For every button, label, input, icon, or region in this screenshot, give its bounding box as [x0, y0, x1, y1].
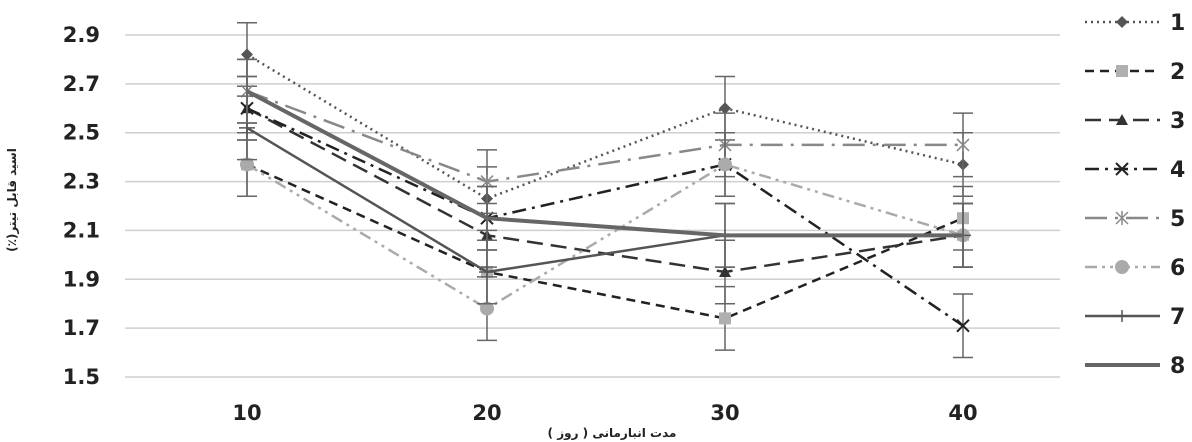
x-axis-title: مدت انبارمانی ( روز ) — [548, 426, 677, 441]
x-tick-label: 40 — [948, 401, 977, 425]
marker-x — [1115, 162, 1129, 176]
series-8 — [237, 58, 973, 268]
y-tick-label: 1.5 — [63, 365, 100, 389]
series-line — [246, 90, 963, 183]
marker-diamond — [719, 102, 731, 115]
legend-item: 4 — [1085, 158, 1185, 183]
series-line — [246, 89, 963, 238]
gridlines — [125, 34, 1060, 378]
marker-circle — [1115, 260, 1129, 274]
y-axis-tick-labels: 2.9 2.7 2.5 2.3 2.1 1.9 1.7 1.5 — [63, 23, 100, 389]
series-1 — [237, 22, 973, 232]
legend-label: 2 — [1170, 60, 1185, 85]
series-line — [246, 163, 964, 320]
series-lines — [237, 22, 973, 359]
x-tick-label: 30 — [710, 401, 739, 425]
marker-square — [719, 312, 731, 325]
legend-item: 7 — [1085, 305, 1185, 330]
marker-plus — [479, 265, 495, 278]
marker-star — [956, 137, 970, 152]
y-tick-label: 1.7 — [63, 316, 100, 340]
marker-plus — [239, 121, 255, 134]
marker-x — [956, 318, 970, 333]
marker-circle — [240, 157, 254, 172]
marker-circle — [480, 301, 494, 316]
y-axis-title: اسید قابل تیتر(٪) — [5, 148, 19, 252]
marker-triangle — [1116, 114, 1128, 125]
legend-item: 8 — [1085, 354, 1185, 379]
legend-item: 3 — [1085, 109, 1185, 134]
series-7 — [237, 95, 973, 305]
marker-star — [1115, 211, 1129, 225]
x-tick-label: 10 — [232, 401, 261, 425]
legend: 1 2 3 4 5 6 7 8 — [1085, 11, 1185, 379]
marker-triangle — [719, 265, 731, 277]
legend-item: 5 — [1085, 207, 1185, 232]
series-5 — [237, 58, 973, 215]
legend-item: 1 — [1085, 11, 1185, 36]
x-axis-tick-labels: 10 20 30 40 — [232, 401, 977, 425]
y-tick-label: 2.5 — [63, 121, 100, 145]
marker-diamond — [1116, 16, 1128, 28]
legend-item: 2 — [1085, 60, 1185, 85]
legend-label: 8 — [1170, 354, 1185, 379]
series-line — [246, 53, 964, 201]
legend-label: 5 — [1170, 207, 1185, 232]
series-line — [246, 163, 964, 311]
x-tick-label: 20 — [472, 401, 501, 425]
marker-circle — [718, 157, 732, 172]
legend-label: 6 — [1170, 256, 1185, 281]
y-tick-label: 2.7 — [63, 72, 100, 96]
legend-label: 7 — [1170, 305, 1185, 330]
series-3 — [237, 75, 973, 305]
marker-plus — [1114, 310, 1130, 322]
legend-label: 1 — [1170, 11, 1185, 36]
y-tick-label: 2.9 — [63, 23, 100, 47]
y-tick-label: 2.3 — [63, 170, 100, 194]
legend-label: 3 — [1170, 109, 1185, 134]
marker-diamond — [241, 48, 253, 61]
series-4 — [237, 75, 973, 359]
y-tick-label: 1.9 — [63, 267, 100, 291]
series-2 — [237, 131, 973, 351]
marker-square — [1116, 65, 1128, 77]
legend-label: 4 — [1170, 158, 1185, 183]
legend-item: 6 — [1085, 256, 1185, 281]
series-line — [246, 107, 964, 327]
y-tick-label: 2.1 — [63, 218, 100, 242]
